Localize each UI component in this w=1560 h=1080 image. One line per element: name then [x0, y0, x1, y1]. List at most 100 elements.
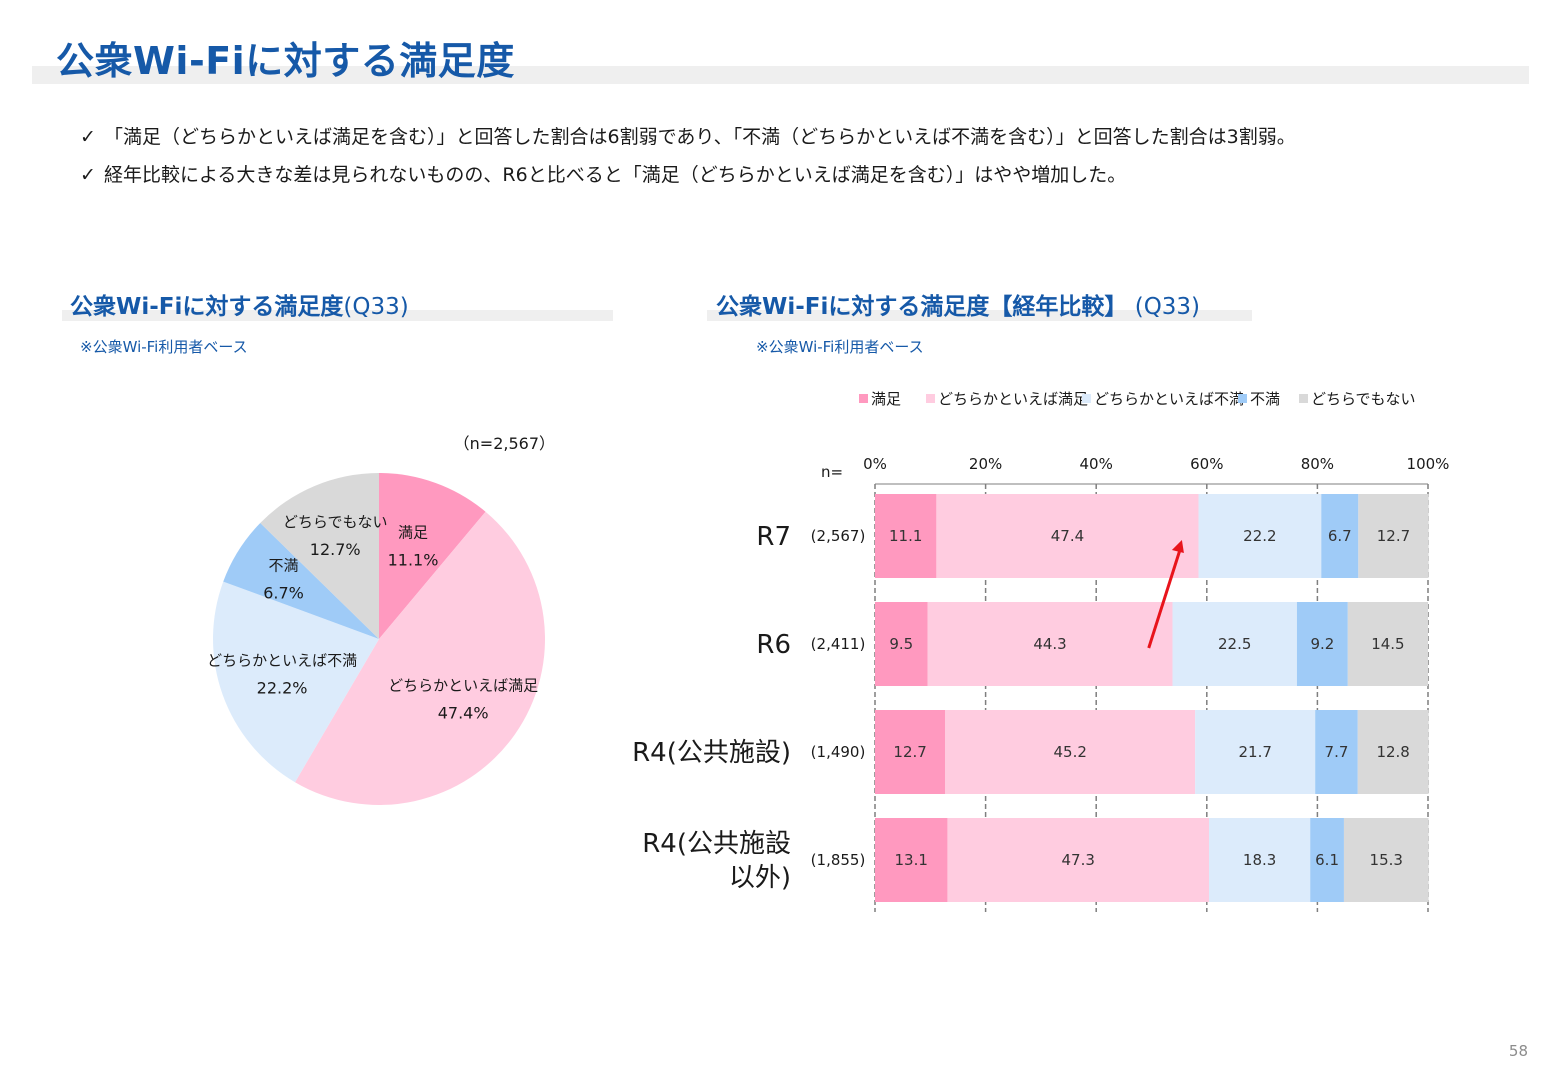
bar-segment — [1358, 494, 1429, 578]
bar-section-band — [707, 310, 1252, 321]
n-value: (1,490) — [811, 743, 866, 761]
legend-swatch — [1299, 394, 1308, 403]
bar-segment — [1357, 710, 1429, 794]
page-title: 公衆Wi-Fiに対する満足度 — [56, 39, 515, 83]
bar-value-label: 15.3 — [1370, 851, 1403, 869]
bar-segment — [936, 494, 1199, 578]
n-value: (2,567) — [811, 527, 866, 545]
pie-slice-value: 22.2% — [257, 679, 308, 698]
summary-bullet: ✓ 「満足（どちらかといえば満足を含む）」と回答した割合は6割弱であり、「不満（ど… — [80, 118, 1296, 156]
legend-label: どちらかといえば不満 — [1094, 390, 1244, 408]
pie-slice-value: 6.7% — [263, 584, 304, 603]
pie-section-title-text: 公衆Wi-Fiに対する満足度 — [70, 294, 344, 320]
summary-bullet-text: 経年比較による大きな差は見られないものの、R6と比べると「満足（どちらかといえば… — [104, 164, 1127, 186]
legend-item: どちらでもない — [1299, 390, 1416, 408]
bar-segment — [947, 818, 1210, 902]
pie-slice-value: 11.1% — [388, 550, 439, 569]
title-underline-band — [32, 66, 1529, 84]
bar-segment — [927, 602, 1173, 686]
pie-section-band — [62, 310, 613, 321]
pie-chart: （n=2,567） 満足 11.1% どちらかといえば満足 47.4% どちらかといえば不… — [207, 434, 555, 805]
legend-swatch — [926, 394, 935, 403]
bar-value-label: 6.1 — [1315, 851, 1339, 869]
bar-value-label: 22.5 — [1218, 635, 1251, 653]
bar-segment — [1296, 602, 1348, 686]
bar-value-label: 9.2 — [1310, 635, 1334, 653]
legend-label: どちらでもない — [1311, 390, 1416, 408]
x-tick-label: 40% — [1080, 455, 1113, 473]
legend-item: どちらかといえば満足 — [926, 390, 1088, 408]
bar-value-label: 12.7 — [1377, 527, 1410, 545]
bar-segment — [1321, 494, 1359, 578]
bar-value-label: 13.1 — [895, 851, 928, 869]
pie-section-title: 公衆Wi-Fiに対する満足度(Q33) — [70, 287, 409, 321]
x-tick-label: 100% — [1407, 455, 1450, 473]
pie-slice-label: どちらかといえば不満 — [207, 652, 357, 670]
summary-bullet-text: 「満足（どちらかといえば満足を含む）」と回答した割合は6割弱であり、「不満（どち… — [104, 126, 1296, 148]
legend-label: 不満 — [1250, 390, 1280, 408]
bar-segment — [875, 494, 937, 578]
bar-value-label: 44.3 — [1033, 635, 1066, 653]
category-label: R6 — [756, 630, 791, 660]
category-label: R4(公共施設 — [642, 829, 791, 859]
n-value: (1,855) — [811, 851, 866, 869]
n-value: (2,411) — [811, 635, 866, 653]
pie-slice — [379, 473, 486, 639]
bar-segment — [1343, 818, 1429, 902]
pie-slice — [223, 523, 379, 639]
pie-slice — [295, 511, 545, 805]
bar-value-label: 47.4 — [1051, 527, 1084, 545]
bar-section-question: (Q33) — [1127, 294, 1201, 320]
x-tick-label: 20% — [969, 455, 1002, 473]
bar-segment — [1198, 494, 1322, 578]
legend-swatch — [1238, 394, 1247, 403]
bar-segment — [1315, 710, 1358, 794]
pie-n-label: （n=2,567） — [454, 434, 555, 453]
pie-slice — [213, 581, 379, 783]
summary-bullet: ✓ 経年比較による大きな差は見られないものの、R6と比べると「満足（どちらかといえ… — [80, 156, 1296, 194]
x-tick-label: 0% — [863, 455, 887, 473]
bar-value-label: 6.7 — [1328, 527, 1352, 545]
legend-swatch — [859, 394, 868, 403]
pie-section-question: (Q33) — [343, 294, 409, 320]
pie-slice-label: 不満 — [269, 557, 299, 575]
legend-item: どちらかといえば不満 — [1082, 390, 1244, 408]
bar-base-note: ※公衆Wi-Fi利用者ベース — [756, 338, 924, 356]
bar-value-label: 22.2 — [1243, 527, 1276, 545]
legend-item: 不満 — [1238, 390, 1280, 408]
legend-label: どちらかといえば満足 — [938, 390, 1088, 408]
page-number: 58 — [1508, 1042, 1528, 1060]
bar-segment — [1209, 818, 1311, 902]
summary-bullets: ✓ 「満足（どちらかといえば満足を含む）」と回答した割合は6割弱であり、「不満（ど… — [80, 118, 1296, 194]
bar-segment — [875, 818, 948, 902]
bar-segment — [875, 602, 928, 686]
pie-slice-label: どちらでもない — [283, 513, 388, 531]
pie-slice-value: 47.4% — [438, 703, 489, 722]
pie-slice-label: どちらかといえば満足 — [388, 676, 538, 694]
bar-value-label: 47.3 — [1062, 851, 1095, 869]
bar-segment — [945, 710, 1196, 794]
n-header: n= — [821, 463, 843, 481]
bar-segment — [1195, 710, 1316, 794]
trend-arrow-line — [1147, 549, 1182, 649]
bar-section-title-text: 公衆Wi-Fiに対する満足度【経年比較】 — [716, 294, 1128, 320]
bar-value-label: 14.5 — [1371, 635, 1404, 653]
check-icon: ✓ — [80, 164, 96, 186]
category-label: R4(公共施設) — [632, 738, 791, 768]
pie-slice — [260, 473, 379, 639]
bar-segment — [1347, 602, 1428, 686]
bar-value-label: 7.7 — [1325, 743, 1349, 761]
pie-base-note: ※公衆Wi-Fi利用者ベース — [80, 338, 248, 356]
pie-slice-label: 満足 — [398, 523, 428, 541]
bar-value-label: 12.7 — [893, 743, 926, 761]
bar-segment — [1310, 818, 1344, 902]
bar-value-label: 11.1 — [889, 527, 922, 545]
pie-slice-value: 12.7% — [310, 540, 361, 559]
stacked-bar-chart: 満足 どちらかといえば満足 どちらかといえば不満 不満 どちらでもない 0% 20% 40% 6… — [632, 390, 1450, 912]
check-icon: ✓ — [80, 126, 96, 148]
bar-segment — [1172, 602, 1297, 686]
bar-value-label: 9.5 — [889, 635, 913, 653]
bar-segment — [875, 710, 946, 794]
x-tick-label: 60% — [1190, 455, 1223, 473]
legend-label: 満足 — [871, 390, 901, 408]
